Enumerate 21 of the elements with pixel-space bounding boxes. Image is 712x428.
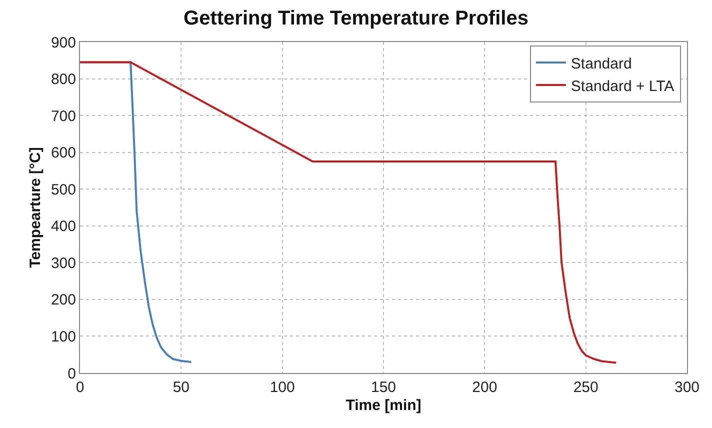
y-tick-label: 700 <box>50 108 76 125</box>
x-tick-label: 100 <box>270 379 295 396</box>
y-tick-label: 400 <box>50 218 76 236</box>
y-tick-label: 500 <box>50 181 76 198</box>
chart-title: Gettering Time Temperature Profiles <box>184 8 528 30</box>
x-tick-label: 200 <box>472 379 498 396</box>
y-tick-label: 800 <box>50 71 76 88</box>
y-axis-title: Tempearture [°C] <box>27 147 44 268</box>
x-axis-title: Time [min] <box>346 397 422 414</box>
x-tick-label: 50 <box>172 379 190 396</box>
y-tick-label: 100 <box>50 328 76 346</box>
y-tick-label: 600 <box>50 144 76 162</box>
legend-label: Standard <box>570 55 632 72</box>
x-tick-label: 150 <box>370 379 396 396</box>
y-tick-label: 0 <box>68 365 76 382</box>
legend-label: Standard + LTA <box>570 78 674 95</box>
y-tick-label: 200 <box>50 292 76 309</box>
y-tick-label: 900 <box>50 34 76 52</box>
x-tick-label: 250 <box>573 379 598 396</box>
y-tick-label: 300 <box>50 254 76 272</box>
x-tick-label: 300 <box>674 379 700 396</box>
